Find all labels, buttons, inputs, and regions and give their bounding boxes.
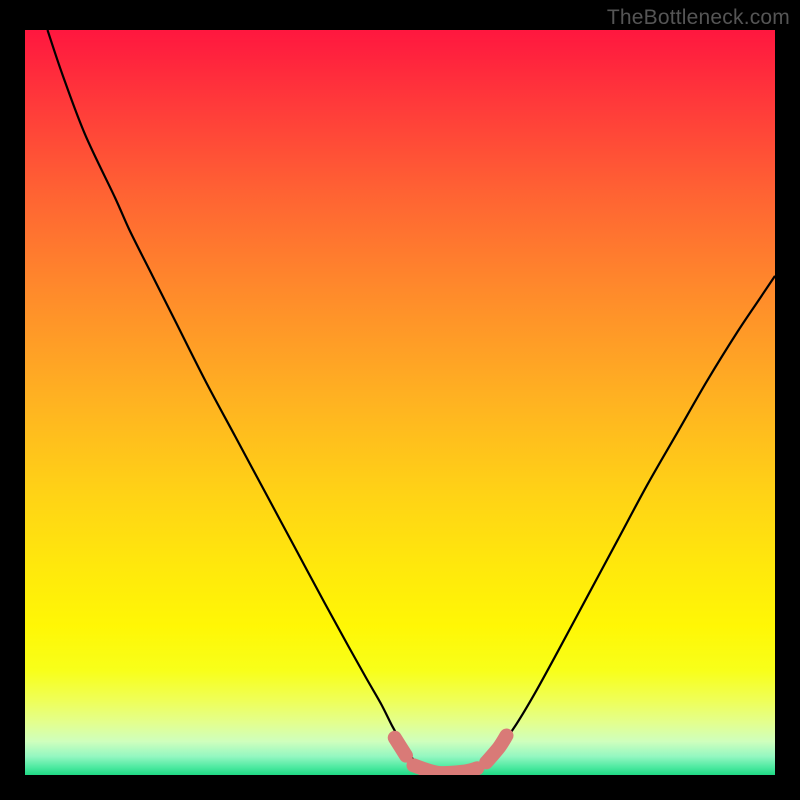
- highlight-segment: [395, 738, 406, 756]
- chart-stage: TheBottleneck.com: [0, 0, 800, 800]
- highlight-segment: [414, 765, 478, 773]
- gradient-background: [25, 30, 775, 775]
- bottleneck-chart: [0, 0, 800, 800]
- watermark-text: TheBottleneck.com: [607, 6, 790, 30]
